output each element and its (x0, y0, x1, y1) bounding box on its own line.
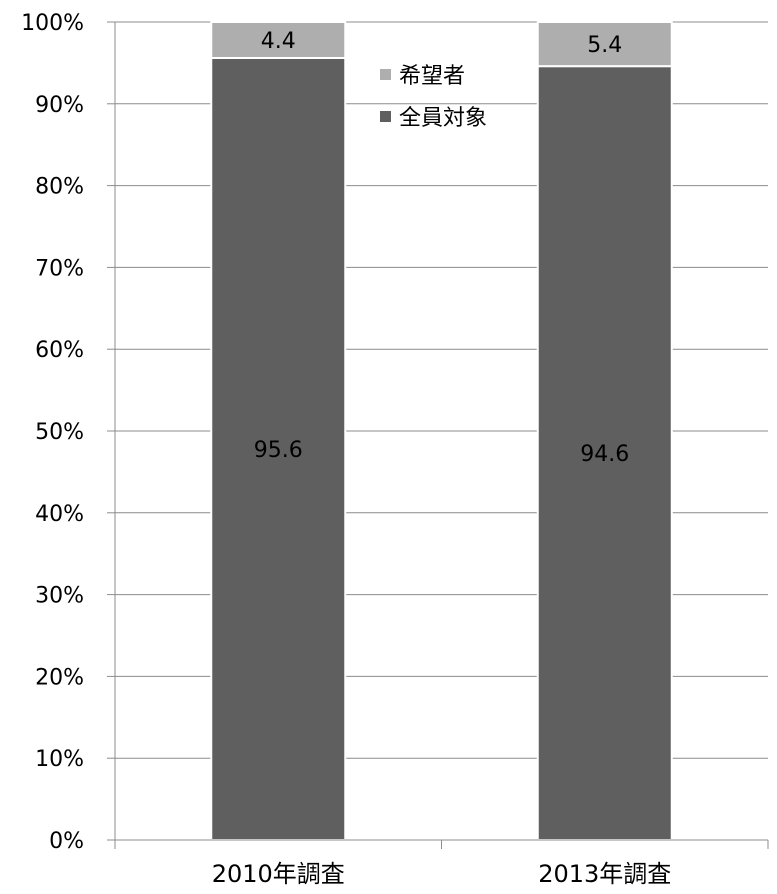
y-tick-label: 100% (21, 11, 84, 36)
legend-label: 全員対象 (399, 106, 487, 131)
bar-segment (536, 21, 673, 68)
x-category-label: 2010年調査 (212, 860, 345, 888)
y-tick-label: 80% (35, 175, 84, 200)
bar-segment (210, 21, 347, 59)
y-tick-label: 10% (35, 747, 84, 772)
y-tick-label: 40% (35, 502, 84, 527)
data-label: 95.6 (254, 438, 303, 463)
x-category-label: 2013年調査 (538, 860, 671, 888)
y-tick-label: 60% (35, 338, 84, 363)
bars: 95.6 4.4 94.6 5.4 (210, 21, 673, 841)
data-label: 5.4 (587, 33, 622, 58)
data-label: 4.4 (261, 29, 296, 54)
y-tick-label: 90% (35, 93, 84, 118)
y-tick-label: 70% (35, 256, 84, 281)
legend-label: 希望者 (399, 64, 465, 89)
legend-swatch (380, 69, 391, 80)
y-tick-label: 0% (49, 829, 84, 854)
data-label: 94.6 (580, 442, 629, 467)
y-tick-label: 30% (35, 584, 84, 609)
y-tick-label: 50% (35, 420, 84, 445)
legend-swatch (380, 111, 391, 122)
y-tick-label: 20% (35, 665, 84, 690)
axes: 0% 10% 20% 30% 40% 50% 60% 70% 80% 90% 100% 2010年調査… (21, 11, 769, 888)
